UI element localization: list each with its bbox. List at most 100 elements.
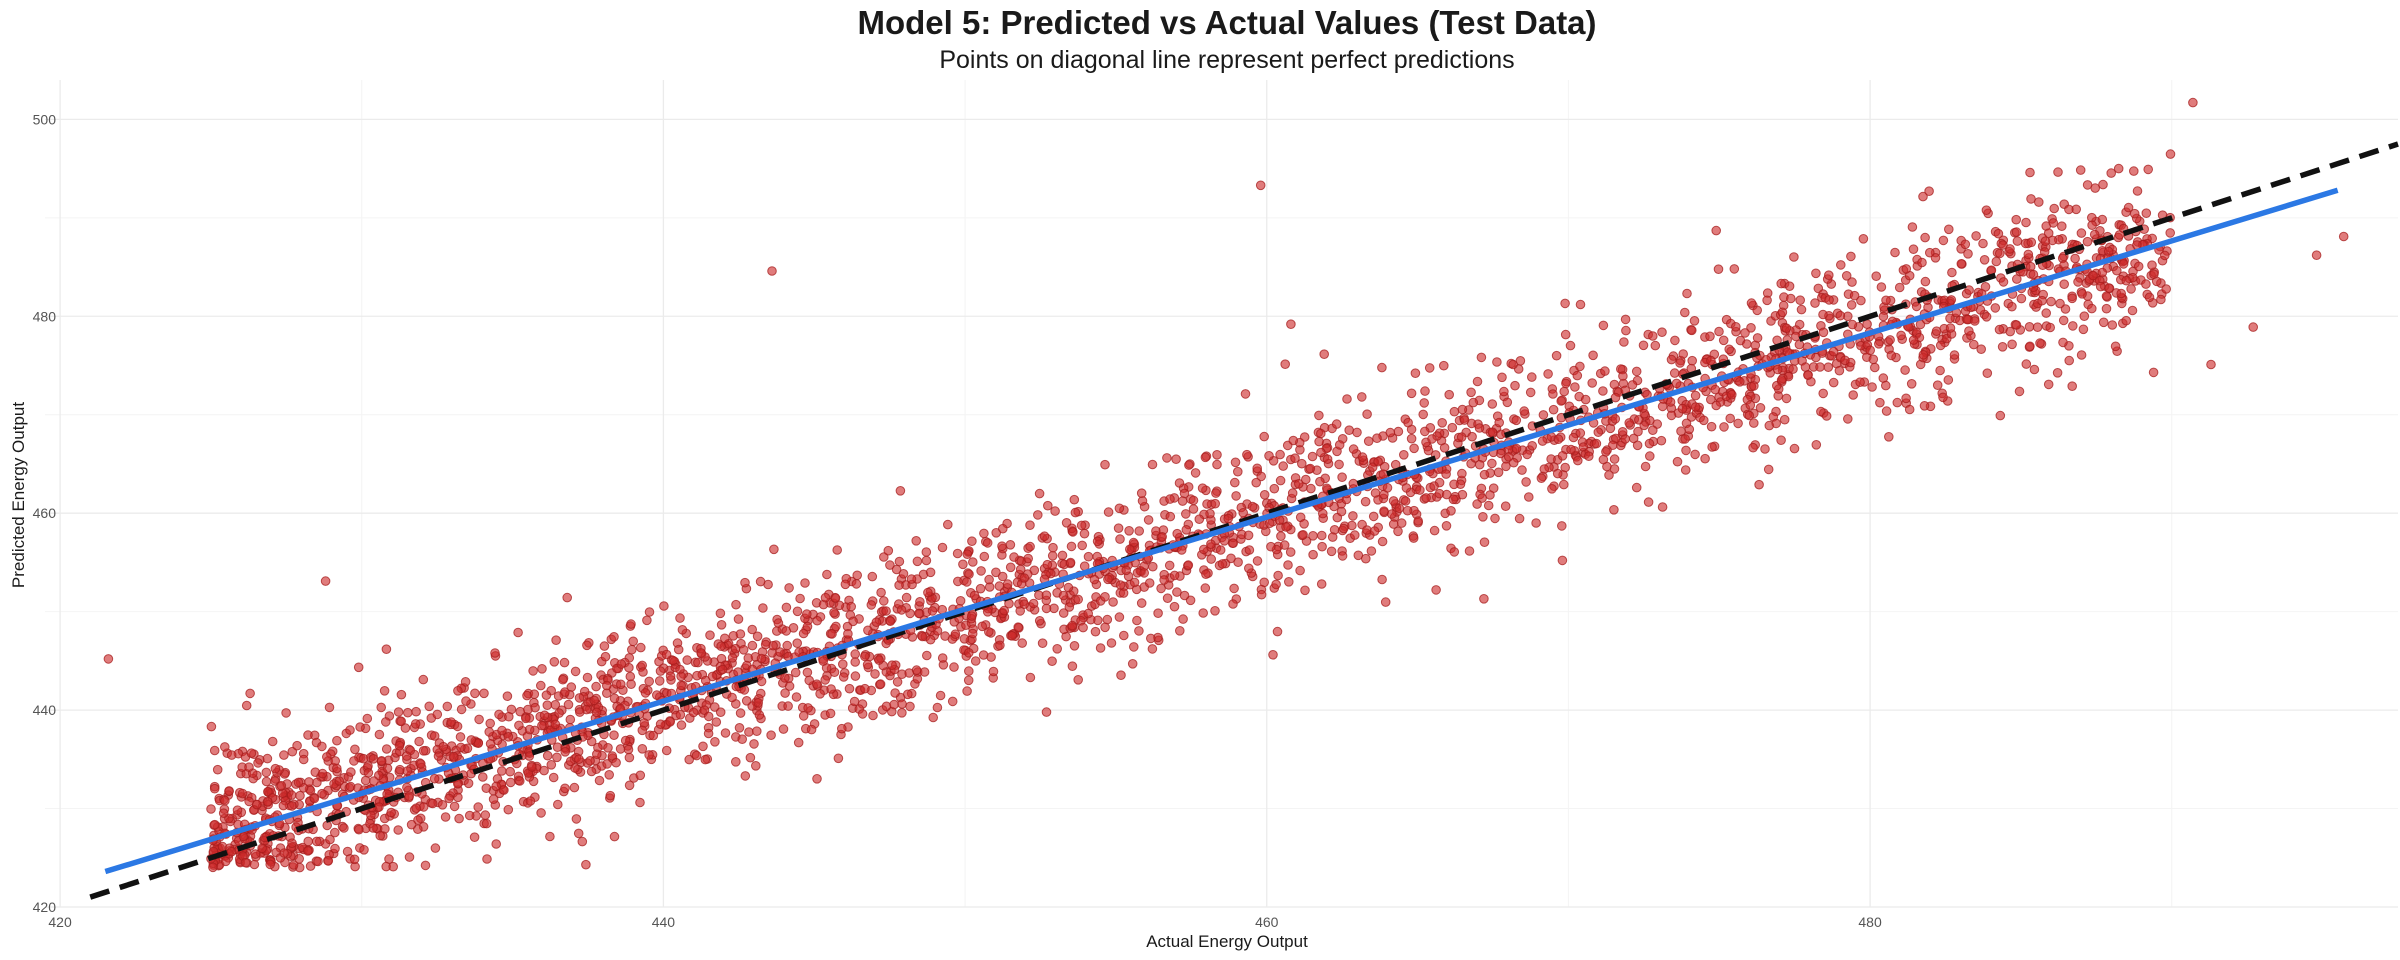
data-point [1811, 440, 1822, 450]
data-point [1393, 426, 1404, 437]
data-point [734, 723, 745, 733]
data-point [2041, 308, 2051, 318]
data-point [1846, 300, 1857, 310]
data-point [330, 843, 340, 854]
data-point [1179, 590, 1190, 601]
data-point [876, 587, 886, 598]
data-point [1918, 191, 1928, 202]
data-point [1169, 601, 1180, 612]
data-point [932, 702, 943, 713]
data-point [815, 689, 825, 699]
data-point [1042, 559, 1053, 570]
data-point [1587, 378, 1597, 388]
data-point [901, 592, 912, 603]
data-point [693, 657, 703, 668]
data-point [1025, 541, 1035, 552]
data-point [1315, 476, 1325, 487]
data-point [1714, 326, 1724, 337]
data-point [2206, 359, 2216, 370]
data-point [1162, 453, 1172, 463]
data-point [433, 751, 444, 761]
data-point [1746, 298, 1757, 308]
data-point [542, 750, 553, 761]
data-point [733, 614, 744, 624]
data-point [1672, 456, 1683, 467]
data-point [368, 754, 379, 764]
data-point [281, 708, 291, 718]
data-point [554, 708, 564, 718]
data-point [1134, 626, 1144, 636]
data-point [1924, 186, 1934, 196]
data-point [963, 675, 974, 686]
data-point [362, 713, 373, 724]
data-point [287, 801, 297, 811]
data-point [304, 777, 314, 787]
data-point [1487, 427, 1498, 438]
data-point [1920, 276, 1931, 287]
data-point [381, 744, 392, 754]
data-point [2005, 326, 2015, 337]
data-point [1650, 340, 1661, 351]
data-point [394, 740, 405, 751]
data-point [1350, 530, 1360, 540]
data-point [1666, 354, 1677, 365]
data-point [524, 751, 535, 761]
data-point [955, 596, 966, 606]
data-point [1092, 536, 1103, 547]
data-point [1745, 400, 1756, 410]
data-point [1252, 463, 1262, 474]
data-point [2110, 341, 2121, 352]
data-point [1400, 496, 1411, 506]
data-point [354, 824, 364, 835]
data-point [826, 684, 836, 694]
data-point [523, 704, 533, 715]
data-point [2188, 97, 2198, 108]
data-point [833, 753, 844, 764]
data-point [514, 720, 524, 731]
data-point [682, 655, 693, 665]
data-point [505, 777, 516, 788]
data-point [1876, 282, 1887, 292]
data-point [1188, 504, 1199, 514]
data-point [279, 750, 289, 760]
data-point [525, 796, 536, 806]
data-point [1362, 525, 1372, 535]
data-point [636, 642, 646, 653]
data-point [552, 752, 562, 763]
data-point [515, 776, 525, 786]
data-point [1201, 569, 1211, 580]
data-point [1276, 531, 1286, 542]
data-point [250, 849, 261, 859]
data-point [1437, 418, 1447, 428]
data-point [1978, 238, 1988, 249]
data-point [464, 810, 475, 821]
data-point [1007, 631, 1017, 641]
data-point [292, 740, 302, 751]
data-point [1147, 644, 1158, 654]
data-point [635, 770, 646, 781]
data-point [599, 641, 610, 651]
y-tick-label: 440 [33, 702, 57, 718]
data-point [1334, 440, 1345, 450]
data-point [1403, 417, 1413, 428]
data-point [1474, 423, 1485, 433]
data-point [311, 836, 322, 847]
data-point [276, 780, 287, 791]
data-point [2049, 203, 2059, 214]
data-point [1500, 501, 1511, 512]
data-point [393, 707, 404, 717]
data-point [545, 831, 555, 842]
data-point [1956, 259, 1967, 269]
data-point [691, 750, 702, 761]
data-point [1835, 310, 1846, 321]
y-axis-title: Predicted Energy Output [9, 402, 28, 588]
data-point [1536, 473, 1547, 484]
data-point [241, 700, 252, 711]
data-point [1479, 537, 1490, 548]
data-point [401, 751, 412, 761]
data-point [1485, 490, 1495, 500]
data-point [551, 635, 561, 646]
data-point [2025, 167, 2035, 178]
data-point [1995, 248, 2005, 259]
data-point [1706, 394, 1716, 405]
